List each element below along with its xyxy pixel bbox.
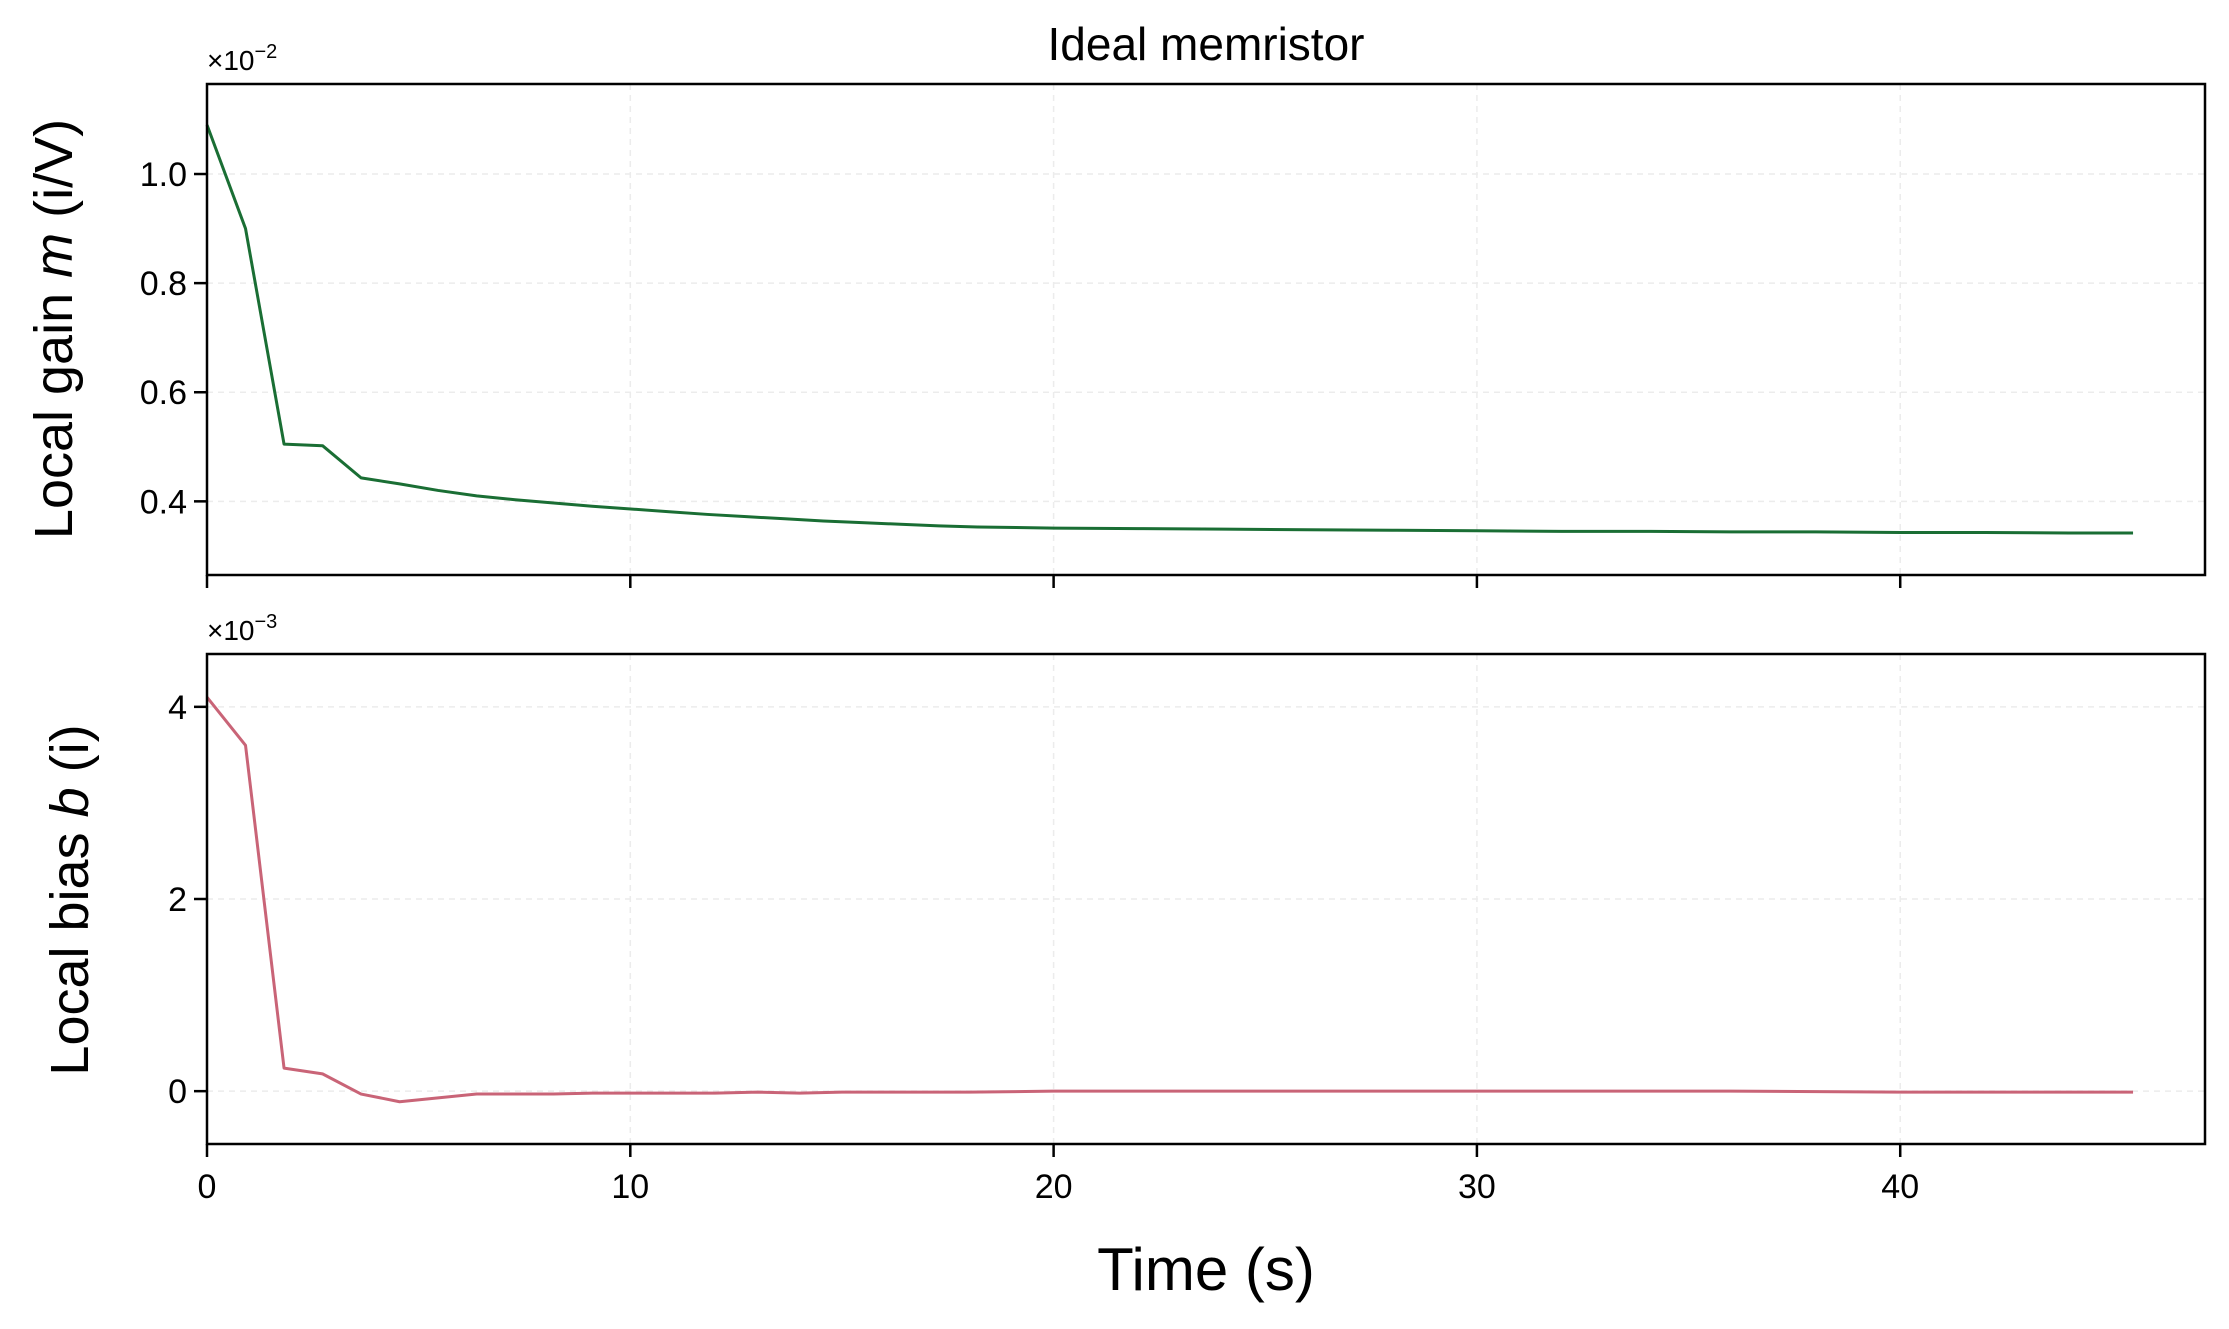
x-tick-label: 30 xyxy=(1458,1168,1496,1206)
bias-subplot: ×10−3 Local bias b (i) Time (s) 0 10 20 30 4… xyxy=(40,611,2207,1303)
bias-y-tick-label: 2 xyxy=(168,881,187,919)
gain-y-tick-label: 0.8 xyxy=(140,265,187,303)
gain-y-tick-label: 0.6 xyxy=(140,374,187,412)
x-tick-label: 0 xyxy=(198,1168,217,1206)
bias-y-tick-label: 4 xyxy=(168,689,187,727)
x-axis-label: Time (s) xyxy=(1097,1236,1315,1303)
gain-subplot: Ideal memristor ×10−2 Local gain m (i/V)… xyxy=(24,18,2207,588)
x-tick-label: 10 xyxy=(611,1168,649,1206)
gain-axes-frame xyxy=(205,82,2207,577)
x-tick-label: 40 xyxy=(1881,1168,1919,1206)
x-tick-label: 20 xyxy=(1035,1168,1073,1206)
gain-series-line xyxy=(205,124,2134,535)
bias-y-axis-label: Local bias b (i) xyxy=(40,724,100,1075)
gain-axis-multiplier: ×10−2 xyxy=(207,41,277,76)
gain-y-tick-label: 0.4 xyxy=(140,483,187,521)
bias-series-line xyxy=(205,696,2134,1104)
gain-y-tick-label: 1.0 xyxy=(140,156,187,194)
chart-title: Ideal memristor xyxy=(1048,18,1365,70)
bias-y-tick-label: 0 xyxy=(168,1073,187,1111)
gain-y-axis-label: Local gain m (i/V) xyxy=(24,119,84,539)
bias-axis-multiplier: ×10−3 xyxy=(207,611,277,646)
